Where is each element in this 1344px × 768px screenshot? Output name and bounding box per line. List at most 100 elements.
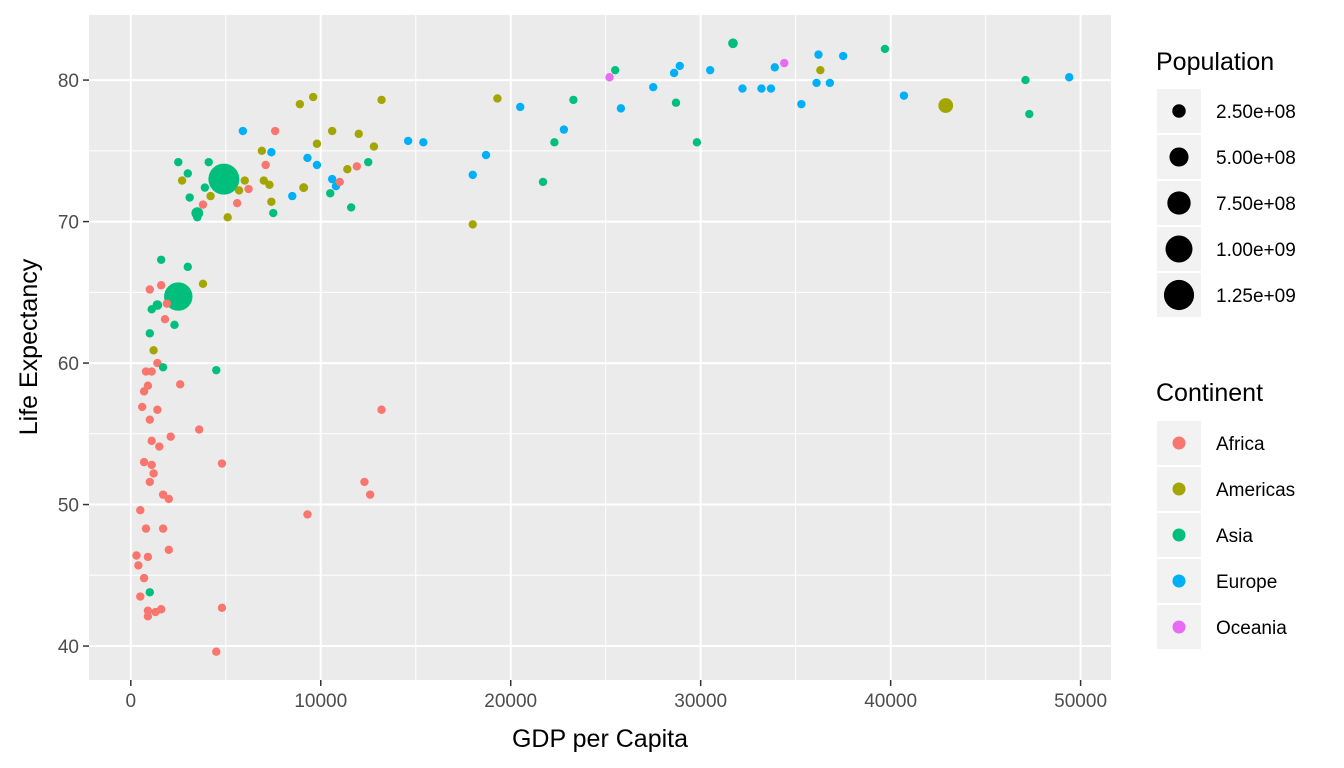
color-legend-label: Americas: [1216, 480, 1295, 501]
point-europe: [814, 50, 823, 59]
point-africa: [217, 459, 227, 468]
point-americas: [299, 183, 309, 193]
point-asia: [183, 262, 192, 272]
point-africa: [139, 457, 149, 467]
point-americas: [308, 92, 318, 102]
point-africa: [155, 442, 164, 451]
point-asia: [692, 138, 702, 147]
y-tick-label: 70: [58, 213, 79, 234]
point-africa: [365, 490, 375, 499]
point-americas: [816, 65, 825, 75]
point-africa: [149, 469, 158, 478]
point-americas: [493, 94, 502, 103]
size-legend: 2.50e+08 5.00e+08 7.50e+08 1.00e+09 1.25e+09: [1157, 89, 1296, 317]
point-asia: [204, 157, 213, 167]
size-legend-symbol: [1165, 235, 1193, 263]
point-africa: [360, 477, 369, 487]
point-africa: [145, 415, 154, 424]
point-asia: [212, 365, 221, 375]
point-africa: [145, 477, 154, 487]
point-europe: [738, 84, 747, 93]
point-asia: [145, 588, 154, 597]
point-americas: [265, 180, 274, 189]
color-legend-title: Continent: [1156, 379, 1263, 407]
point-europe: [419, 138, 428, 147]
point-europe: [675, 61, 684, 71]
point-africa: [335, 177, 344, 187]
size-legend-label: 1.25e+09: [1216, 286, 1296, 307]
point-asia: [728, 38, 738, 49]
point-americas: [149, 346, 158, 355]
point-asia: [1021, 75, 1030, 85]
point-africa: [217, 603, 227, 613]
point-europe: [812, 78, 821, 88]
point-europe: [797, 99, 806, 109]
data-points: [132, 38, 1074, 656]
point-europe: [705, 65, 715, 75]
grid-minor: [89, 15, 1111, 680]
y-tick-label: 40: [58, 637, 79, 658]
point-asia: [269, 208, 278, 218]
color-legend-label: Asia: [1216, 526, 1253, 547]
point-africa: [270, 126, 280, 136]
point-asia: [164, 282, 193, 311]
point-asia: [1025, 109, 1034, 119]
size-legend-label: 2.50e+08: [1216, 102, 1296, 123]
point-americas: [312, 139, 322, 148]
point-asia: [156, 255, 166, 264]
point-americas: [327, 126, 337, 136]
plot-panel: [89, 15, 1111, 680]
point-asia: [183, 169, 192, 178]
x-tick-label: 20000: [484, 691, 537, 712]
point-africa: [261, 160, 270, 170]
grid-major: [89, 15, 1111, 680]
point-europe: [825, 78, 835, 88]
point-americas: [240, 176, 249, 185]
x-tick-label: 30000: [674, 691, 727, 712]
point-africa: [158, 524, 168, 533]
point-africa: [141, 524, 151, 533]
point-africa: [198, 200, 208, 209]
point-asia: [193, 213, 202, 222]
point-europe: [288, 191, 297, 201]
point-africa: [156, 281, 166, 290]
size-legend-symbol: [1167, 191, 1191, 215]
point-africa: [134, 561, 143, 570]
color-legend-symbol: [1172, 574, 1186, 588]
color-legend-label: Europe: [1216, 572, 1277, 593]
size-legend-symbol: [1169, 147, 1189, 167]
point-africa: [139, 573, 149, 583]
point-europe: [648, 82, 658, 92]
point-africa: [132, 551, 141, 560]
point-africa: [194, 425, 204, 434]
point-oceania: [605, 73, 614, 82]
point-asia: [158, 363, 168, 372]
point-asia: [174, 157, 183, 167]
x-tick-label: 10000: [294, 691, 347, 712]
color-legend: Africa Americas Asia Europe Oceania: [1157, 421, 1295, 649]
point-asia: [200, 183, 210, 192]
point-americas: [177, 176, 187, 185]
point-africa: [136, 592, 145, 601]
x-tick-label: 0: [126, 691, 137, 712]
point-africa: [143, 612, 153, 621]
point-africa: [147, 367, 156, 376]
point-africa: [143, 552, 153, 562]
point-africa: [137, 402, 147, 412]
point-europe: [559, 125, 569, 134]
point-asia: [326, 189, 335, 198]
color-legend-label: Oceania: [1216, 618, 1287, 639]
point-africa: [147, 436, 156, 446]
size-legend-label: 1.00e+09: [1216, 240, 1296, 261]
size-legend-symbol: [1172, 104, 1186, 118]
size-legend-symbol: [1163, 279, 1195, 311]
point-africa: [153, 405, 162, 414]
point-europe: [403, 136, 413, 146]
point-asia: [208, 163, 240, 195]
point-africa: [175, 380, 185, 389]
point-americas: [234, 186, 244, 195]
point-asia: [147, 305, 156, 314]
point-europe: [327, 174, 337, 184]
point-americas: [343, 165, 352, 174]
